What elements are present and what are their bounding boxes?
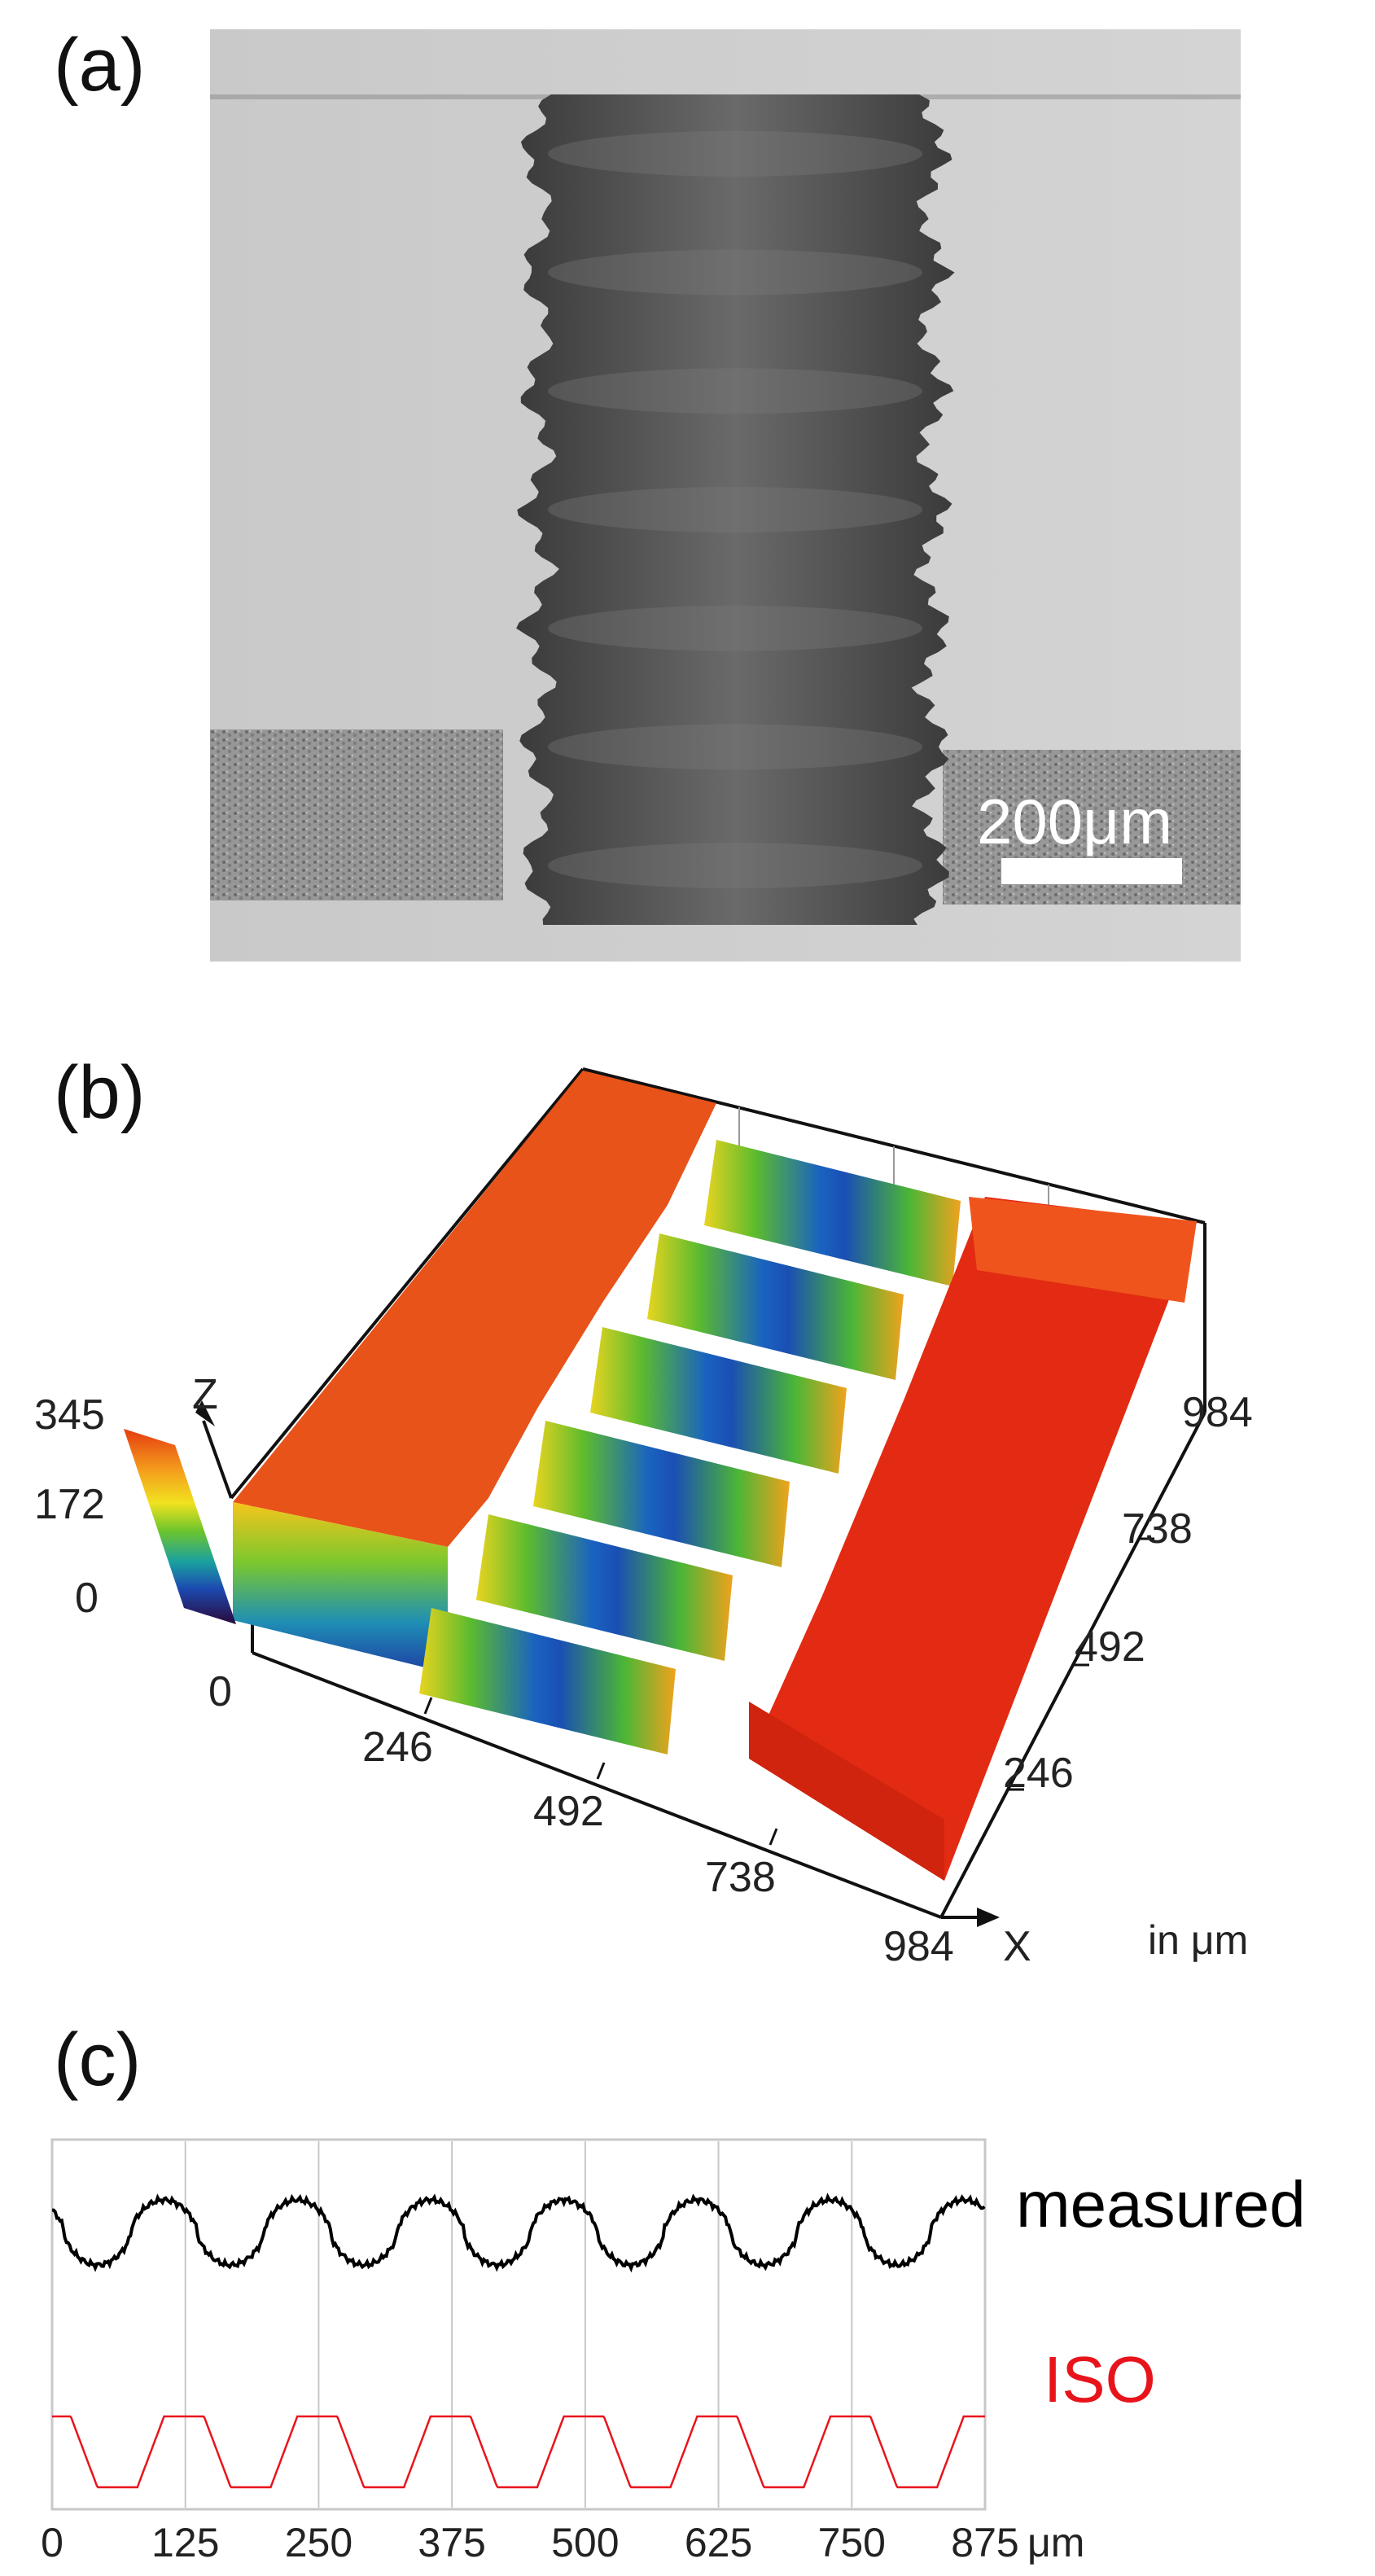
panel-a-label: (a)	[54, 24, 146, 107]
channel-band	[548, 843, 922, 889]
unit-note: in μm	[1148, 1917, 1248, 1963]
x-unit-label: μm	[1027, 2520, 1084, 2565]
x-tick-label: 250	[285, 2520, 353, 2565]
panel-b-label: (b)	[54, 1051, 146, 1134]
channel-band	[548, 724, 922, 770]
x-tick-492: 492	[533, 1788, 604, 1835]
channel-band	[548, 249, 922, 296]
channel-band	[548, 605, 922, 651]
groove-band	[476, 1514, 733, 1661]
panel-c-label: (c)	[54, 2018, 142, 2101]
x-tick-738: 738	[705, 1854, 776, 1901]
right-plateau-front	[749, 1702, 944, 1881]
x-axis-label: X	[1003, 1923, 1031, 1970]
groove-band	[419, 1608, 676, 1755]
groove-surfaces	[419, 1140, 961, 1755]
channel-band	[548, 487, 922, 532]
y-tick-738: 738	[1122, 1505, 1193, 1553]
x-tick-label: 875	[951, 2520, 1018, 2565]
right-plateau	[749, 1197, 1197, 1881]
color-bar	[124, 1429, 236, 1624]
z-axis-label: Z	[192, 1371, 218, 1418]
profile-grid	[184, 2141, 853, 2508]
scale-bar	[1001, 858, 1182, 884]
groove-band	[704, 1140, 961, 1286]
profile-chart: 0 125 250 375 500 625 750 875 μm measured ISO	[41, 2138, 1306, 2565]
profile-x-ticks: 0 125 250 375 500 625 750 875 μm	[41, 2520, 1084, 2565]
z-axis-arrowhead	[195, 1400, 215, 1426]
surface-3d-plot: 345 172 0 Z 0 246 492 738 984 X 246 492 …	[34, 1067, 1253, 1970]
groove-band	[590, 1327, 847, 1474]
iso-profile-line	[52, 2415, 985, 2489]
measured-profile-line	[51, 2193, 986, 2273]
x-tick-marks	[423, 1697, 778, 1846]
x-tick-label: 0	[41, 2520, 63, 2565]
scale-bar-label: 200μm	[977, 786, 1172, 857]
x-axis-arrowhead	[977, 1908, 1000, 1927]
groove-band	[533, 1421, 790, 1567]
y-tick-246: 246	[1003, 1750, 1074, 1797]
right-plateau-top	[969, 1197, 1197, 1303]
profile-plot-frame	[50, 2138, 987, 2511]
x-tick-984: 984	[883, 1923, 954, 1970]
left-plateau-front	[233, 1502, 448, 1673]
x-tick-label: 625	[685, 2520, 752, 2565]
left-plateau	[233, 1071, 716, 1547]
channel-band	[548, 130, 922, 177]
y-tick-492: 492	[1075, 1623, 1145, 1671]
origin-tick: 0	[208, 1668, 232, 1715]
x-tick-246: 246	[362, 1724, 433, 1771]
x-tick-label: 500	[551, 2520, 619, 2565]
color-bar-tick-172: 172	[34, 1481, 105, 1528]
x-tick-label: 375	[418, 2520, 485, 2565]
groove-band	[647, 1233, 904, 1380]
micrograph-image: 200μm	[210, 29, 1241, 962]
channel-band	[548, 368, 922, 414]
x-tick-label: 750	[818, 2520, 886, 2565]
color-bar-tick-345: 345	[34, 1391, 105, 1439]
z-axis-arrow	[202, 1420, 233, 1499]
x-tick-label: 125	[151, 2520, 219, 2565]
color-bar-tick-0: 0	[75, 1575, 99, 1622]
iso-series-label: ISO	[1044, 2343, 1156, 2416]
y-tick-984: 984	[1182, 1389, 1253, 1436]
measured-series-label: measured	[1016, 2168, 1306, 2241]
y-tick-marks	[1008, 1537, 1154, 1791]
